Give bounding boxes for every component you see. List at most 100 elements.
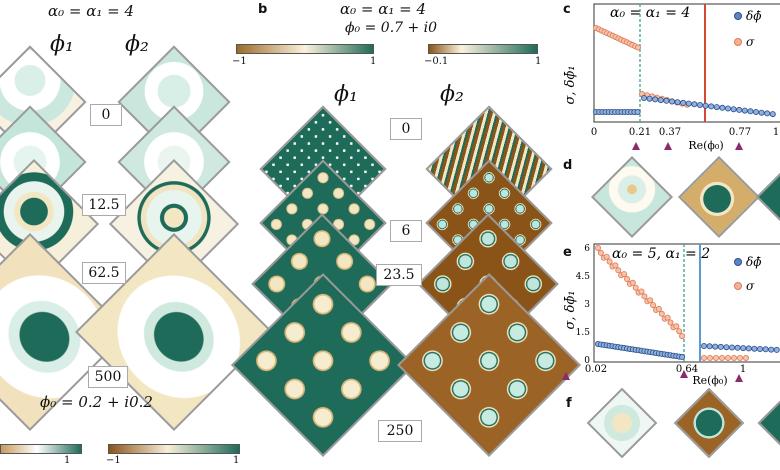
- panel-c-dphi-point: [724, 105, 731, 112]
- panel-e-legend-dphi: δϕ̄: [746, 255, 761, 269]
- panel-c-dphi-point: [730, 106, 737, 113]
- panel-c-dphi-point: [713, 104, 720, 111]
- panel-e-xtick-1: 0.64: [676, 364, 698, 375]
- panel-e-dphi-point: [773, 346, 780, 353]
- panel-e-ytick: 0: [584, 356, 590, 366]
- panel-e-xlabel: Re(ϕ₀): [692, 374, 727, 387]
- panel-c-dphi-point: [696, 102, 703, 109]
- panel-a-time-2: 62.5: [82, 262, 126, 284]
- panel-e-sigma-point: [629, 279, 636, 286]
- panel-e-dphi-series: [595, 341, 780, 361]
- panel-e-dphi-point: [679, 354, 686, 361]
- panel-e-sigma-point: [655, 305, 662, 312]
- panel-e-header: α₀ = 5, α₁ = 2: [612, 246, 710, 262]
- panel-c-dphi-point: [702, 102, 709, 109]
- panel-c-legend-dphi-marker: [734, 12, 742, 20]
- panel-c-dphi-point: [657, 97, 664, 104]
- panel-e-letter: e: [563, 245, 572, 260]
- panel-e-sigma-point: [647, 297, 654, 304]
- panel-a-cbar2-tick-max: 1: [233, 455, 240, 466]
- panel-c-xtick-1: 0.21: [629, 127, 651, 138]
- panel-c-xlabel: Re(ϕ₀): [688, 139, 723, 152]
- panel-c-marker-3: [735, 142, 743, 150]
- panel-c-dphi-point: [680, 99, 687, 106]
- panel-c-dphi-point: [674, 99, 681, 106]
- panel-c-dphi-point: [691, 101, 698, 108]
- panel-c-ylabel: σ, δϕ̄₁: [563, 65, 578, 104]
- panel-b-time-2: 23.5: [376, 264, 422, 286]
- panel-a-phi1-label: ϕ₁: [50, 32, 74, 57]
- panel-c-legend-sigma-marker: [734, 38, 742, 46]
- panel-c-xtick-2: 0.37: [659, 127, 681, 138]
- panel-c-letter: c: [563, 2, 571, 17]
- panel-c-dphi-point: [708, 103, 715, 110]
- panel-c-dphi-point: [764, 110, 771, 117]
- panel-c-dphi-point: [669, 98, 676, 105]
- panel-b-cbar1-tick-max: 1: [370, 56, 377, 67]
- panel-a-phi0-label: ϕ₀ = 0.2 + i0.2: [40, 393, 153, 411]
- panel-c-dphi-point: [758, 109, 765, 116]
- panel-e-sigma-point: [595, 245, 602, 251]
- panel-e-sigma-point: [742, 355, 749, 362]
- panel-e-dphi-point: [751, 345, 758, 352]
- panel-e-sigma-point: [700, 355, 707, 362]
- panel-e-dphi-point: [740, 345, 747, 352]
- panel-e-ytick: 4.5: [576, 272, 591, 282]
- panel-e-sigma-point: [667, 319, 674, 326]
- panel-e-sigma-point: [679, 333, 686, 340]
- panel-a-phi2-label: ϕ₂: [125, 32, 149, 57]
- panel-e-marker-3: [735, 374, 743, 382]
- panel-b-cbar2-tick-max: 1: [535, 56, 542, 67]
- panel-e-xtick-0: 0.02: [585, 364, 607, 375]
- panel-e-dphi-point: [700, 343, 707, 350]
- panel-c-dphi-point: [634, 109, 641, 116]
- panel-e-yticks: 0 1.5 3 4.5 6: [576, 244, 591, 366]
- panel-f-snapshot-2: [673, 387, 745, 459]
- panel-e-ytick: 3: [584, 300, 590, 310]
- panel-e-sigma-point: [673, 323, 680, 330]
- panel-c-dphi-point: [747, 108, 754, 115]
- panel-b-time-0: 0: [390, 118, 422, 140]
- panel-b-phi2-label: ϕ₂: [440, 82, 464, 107]
- panel-e-sigma-point: [658, 310, 665, 317]
- panel-c-xtick-4: 1: [773, 127, 779, 138]
- panel-e-dphi-point: [768, 346, 775, 353]
- panel-b-time-1: 6: [390, 220, 422, 242]
- panel-e-axes-frame: [593, 243, 780, 363]
- panel-c-legend-sigma: σ: [746, 35, 755, 49]
- panel-c-xtick-0: 0: [591, 127, 597, 138]
- panel-e-sigma-point: [603, 253, 610, 260]
- panel-c-dphi-point: [685, 100, 692, 107]
- panel-a-header: α₀ = α₁ = 4: [48, 2, 135, 20]
- panel-c-dphi-point: [641, 95, 648, 102]
- panel-c-dphi-point: [741, 107, 748, 114]
- panel-a-time-3: 500: [88, 366, 128, 388]
- panel-f-letter: f: [566, 396, 572, 411]
- panel-e-legend-sigma-marker: [734, 282, 742, 290]
- panel-e-sigma-point: [632, 284, 639, 291]
- panel-c-dphi-point: [769, 111, 776, 118]
- panel-c-dphi-series: [593, 95, 776, 118]
- panel-e-legend-sigma: σ: [746, 279, 755, 293]
- panel-e-sigma-point: [712, 355, 719, 362]
- panel-c-xtick-3: 0.77: [729, 127, 751, 138]
- panel-e-ytick: 6: [584, 244, 590, 254]
- panel-c-dphi-point: [719, 104, 726, 111]
- panel-e-sigma-point: [615, 267, 622, 274]
- panel-d-snapshot-2: [677, 155, 761, 239]
- panel-e-dphi-point: [712, 343, 719, 350]
- panel-e-dphi-point: [756, 346, 763, 353]
- panel-e-sigma-point: [730, 355, 737, 362]
- panel-b-letter: b: [258, 2, 268, 17]
- panel-b-header-phi0: ϕ₀ = 0.7 + i0: [345, 20, 438, 36]
- panel-e-ytick: 1.5: [576, 328, 591, 338]
- panel-a-colorbar-1: [0, 444, 82, 454]
- panel-c-plot: α₀ = α₁ = 4 σ, δϕ̄₁ Re(ϕ₀) 0 0.21 0.37 0…: [563, 3, 780, 152]
- panel-e-sigma-point: [676, 328, 683, 335]
- panel-c-marker-1: [632, 142, 640, 150]
- panel-c-legend-dphi: δϕ̄: [746, 9, 761, 23]
- panel-e-sigma-point: [641, 293, 648, 300]
- panel-c-dphi-point: [663, 97, 670, 104]
- panel-c-sigma-point: [635, 44, 642, 51]
- panel-a-time-0: 0: [90, 104, 122, 126]
